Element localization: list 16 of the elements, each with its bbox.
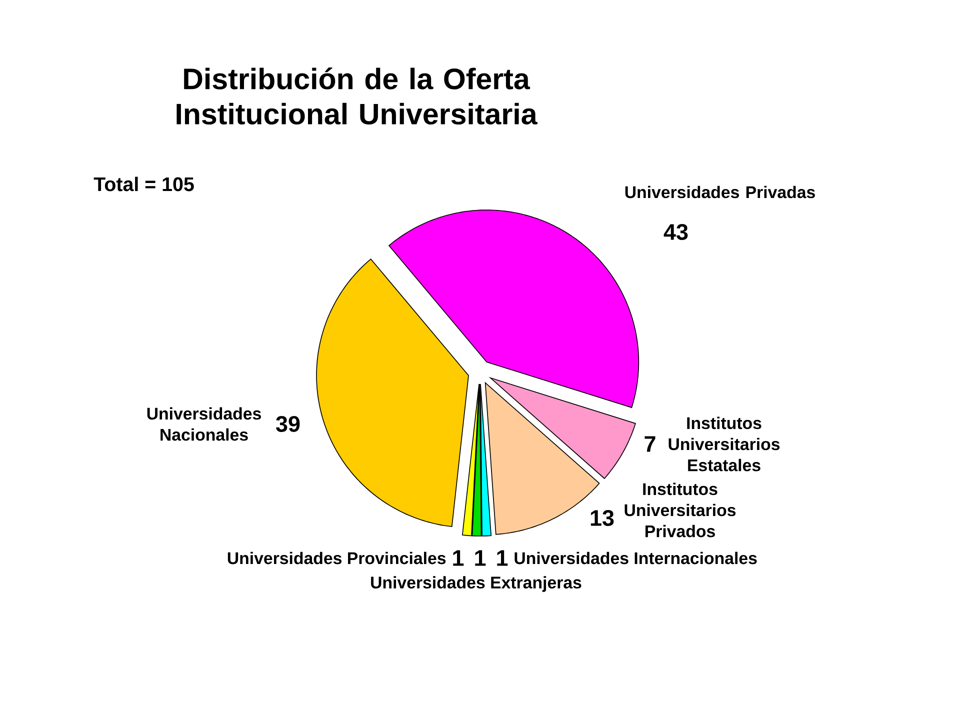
slice-label: Universidades Extranjeras xyxy=(371,576,582,592)
data-label: 1 xyxy=(497,550,508,566)
slice-label: Universidades Privadas xyxy=(625,186,815,198)
slice-label: Universidades Nacionales xyxy=(147,407,261,441)
slice-label: Universidades Provinciales xyxy=(228,552,446,564)
data-label: 39 xyxy=(276,416,300,432)
slice-label: Universidades Internacionales xyxy=(514,552,757,564)
slice-label: Institutos Universitarios Estatales xyxy=(668,416,780,472)
data-label: 43 xyxy=(664,224,688,240)
data-label: 1 xyxy=(475,550,486,566)
text: Total = 105 xyxy=(94,176,194,192)
data-label: 13 xyxy=(590,510,614,526)
chart-title: Distribución de la Oferta Institucional Universitaria xyxy=(176,67,538,125)
slice-label: Institutos Universitarios Privados xyxy=(624,482,736,538)
data-label: 7 xyxy=(644,436,656,452)
data-label: 1 xyxy=(453,550,464,566)
